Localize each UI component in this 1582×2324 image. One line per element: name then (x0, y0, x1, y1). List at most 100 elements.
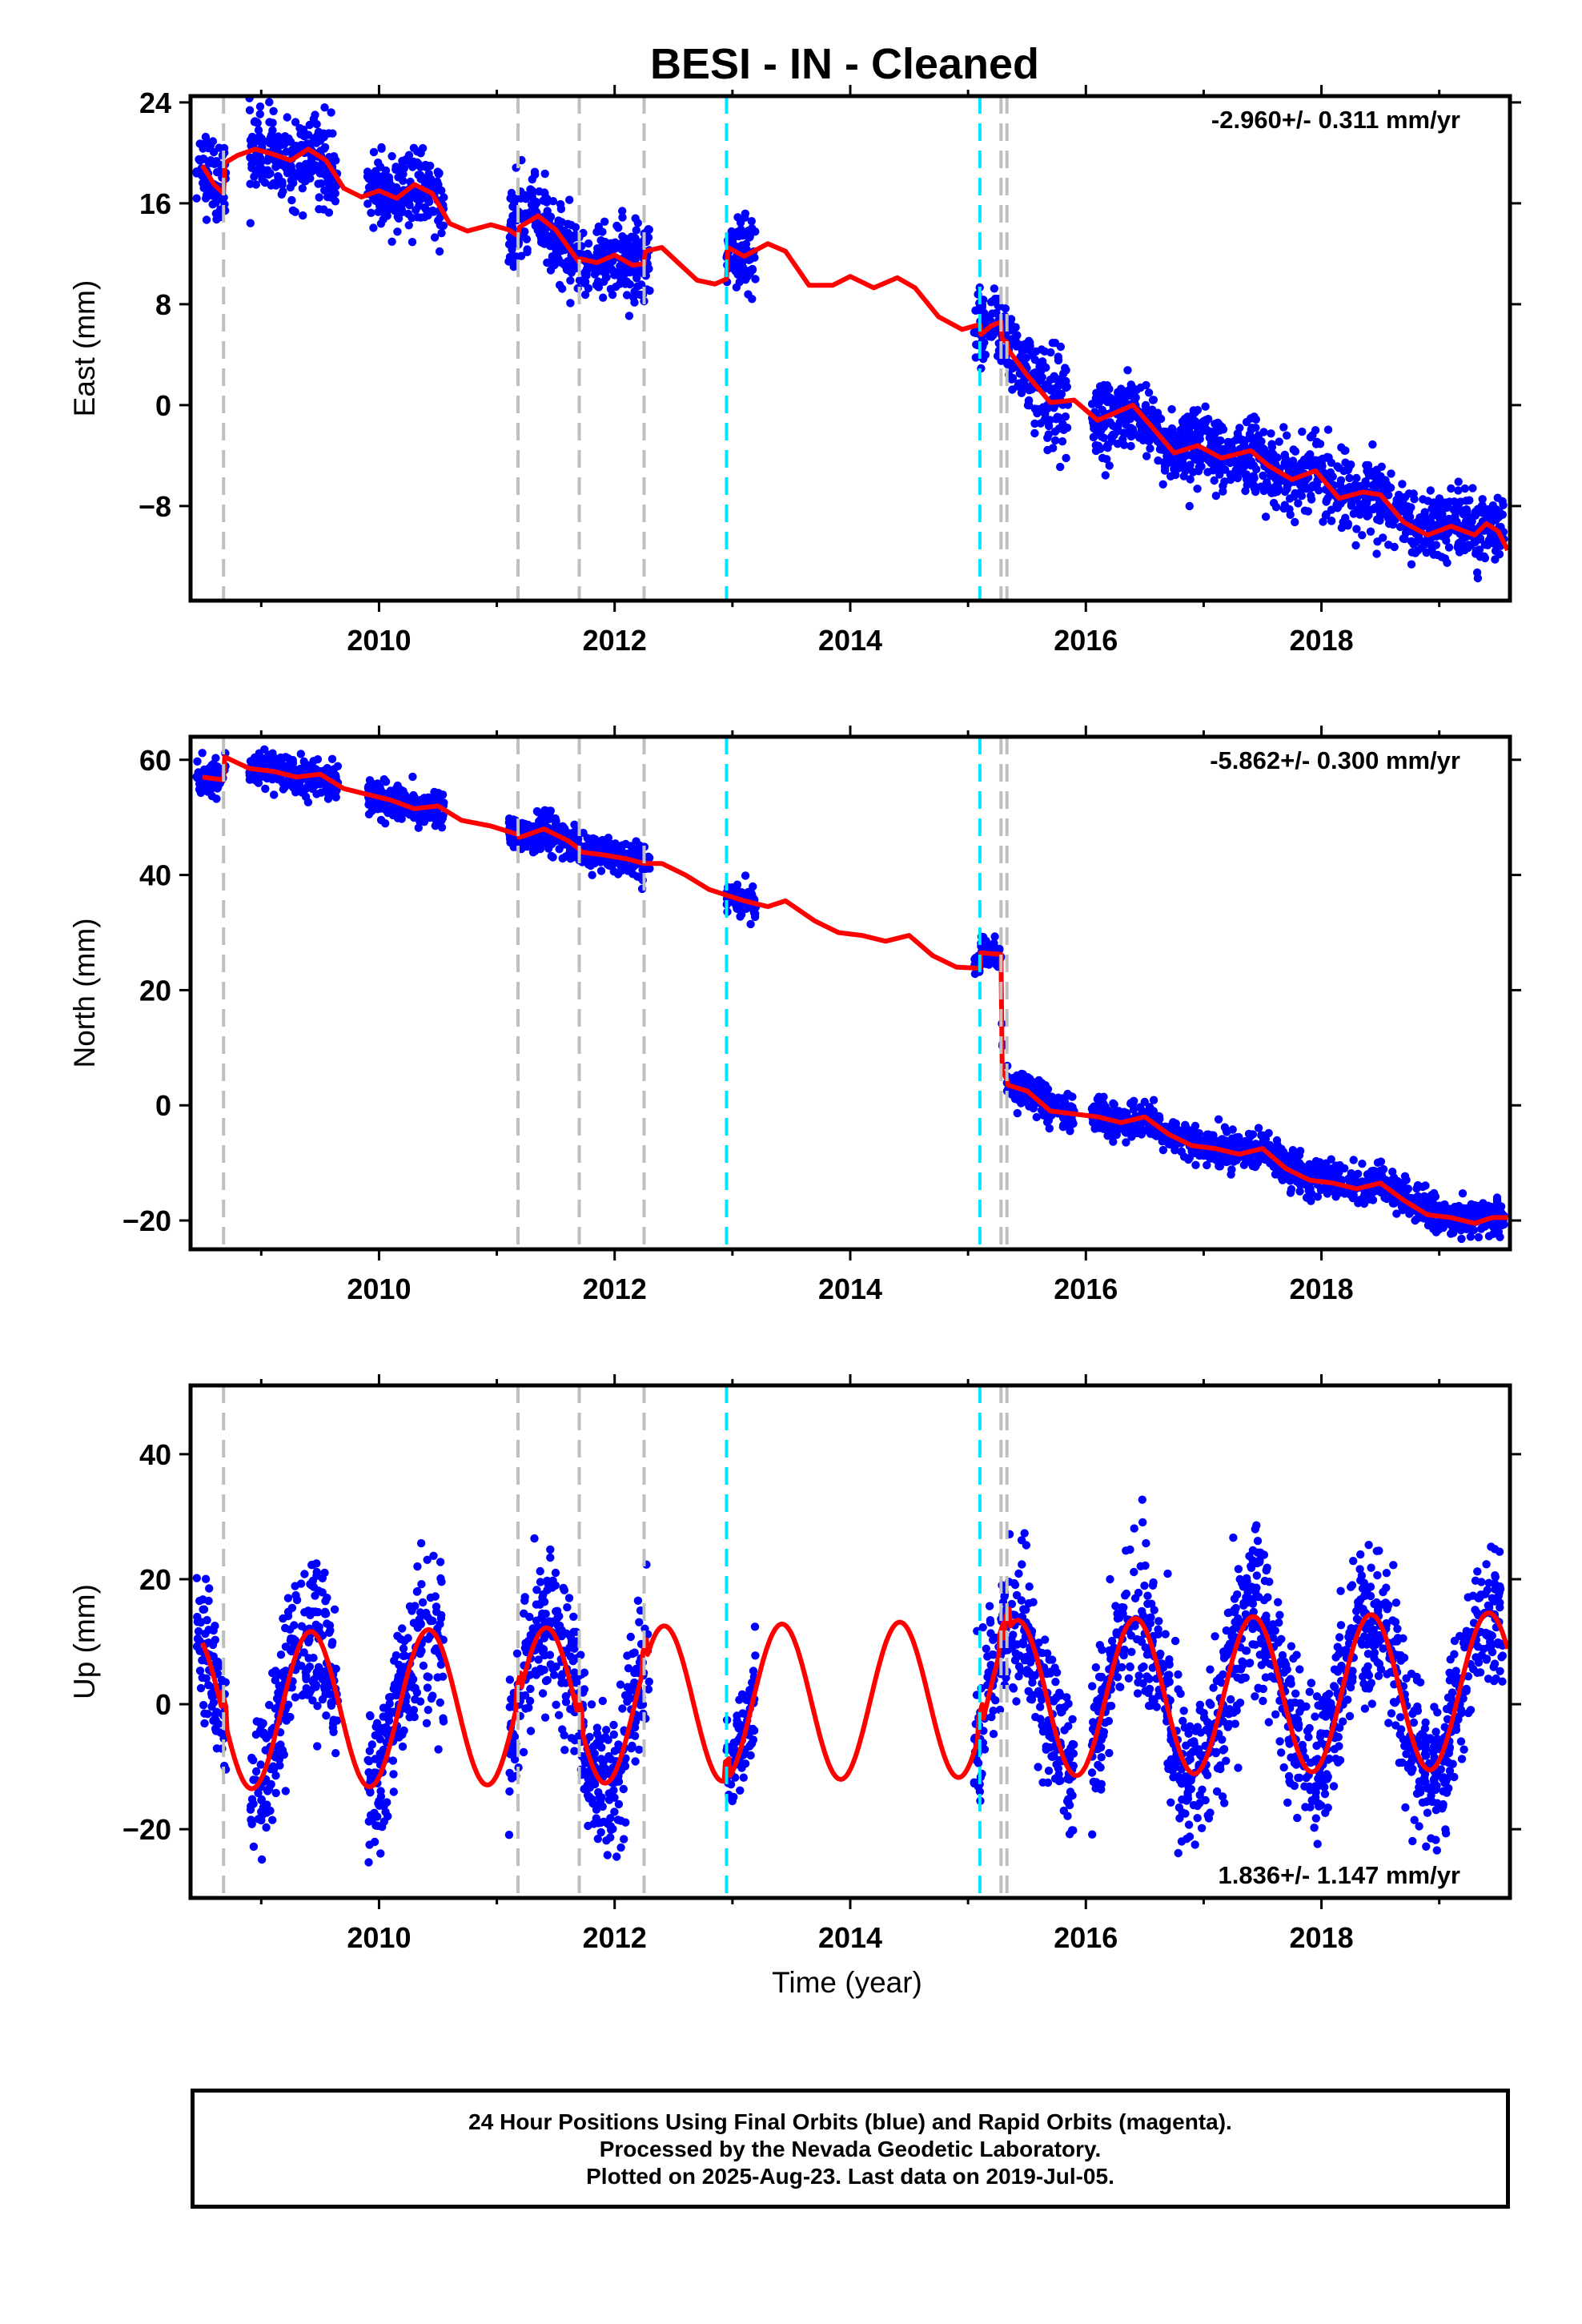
data-point (1061, 412, 1070, 421)
data-point (436, 815, 444, 824)
x-tick-label: 2016 (1054, 1273, 1118, 1305)
data-point (1013, 331, 1022, 340)
data-point (1247, 424, 1257, 432)
data-point (416, 149, 425, 158)
data-point (1089, 432, 1098, 441)
velocity-rate-north: -5.862+/- 0.300 mm/yr (1210, 746, 1460, 774)
data-point (604, 247, 613, 256)
data-point (990, 294, 1000, 304)
data-point (1272, 1136, 1282, 1145)
data-point (1439, 515, 1448, 525)
data-point (741, 871, 750, 880)
data-point (327, 188, 337, 197)
data-point (1335, 1160, 1344, 1170)
data-point (269, 179, 278, 188)
data-point (1210, 476, 1219, 485)
data-point (636, 290, 644, 300)
data-point (372, 177, 381, 186)
data-point (579, 828, 588, 838)
data-point (1248, 1161, 1257, 1171)
data-point (1171, 470, 1180, 480)
data-point (596, 866, 606, 875)
data-point (392, 201, 401, 211)
data-point (1148, 396, 1158, 404)
data-point (383, 211, 391, 220)
data-point (560, 259, 568, 269)
data-point (317, 179, 326, 188)
data-point (251, 156, 259, 165)
data-points-north (192, 745, 1508, 1244)
data-point (1234, 460, 1243, 469)
data-point (1123, 366, 1132, 375)
data-point (1418, 1182, 1427, 1192)
data-point (504, 239, 514, 249)
data-point (363, 199, 372, 208)
x-tick-label: 2018 (1290, 1273, 1354, 1305)
data-point (989, 331, 998, 340)
data-point (1466, 1232, 1476, 1241)
data-point (1030, 404, 1040, 413)
data-point (579, 228, 588, 238)
data-point (200, 1719, 209, 1728)
data-point (420, 203, 429, 212)
data-point (281, 753, 291, 762)
data-point (1251, 487, 1260, 497)
x-tick-label: 2014 (818, 1273, 882, 1305)
data-point (1186, 451, 1195, 460)
data-point (1275, 437, 1283, 446)
data-point (543, 258, 552, 267)
data-point (255, 749, 263, 758)
data-point (548, 197, 558, 206)
data-point (257, 772, 267, 781)
data-point (1359, 1199, 1369, 1208)
data-point (555, 845, 564, 854)
data-point (632, 226, 640, 235)
data-point (564, 829, 573, 838)
data-point (1451, 1220, 1460, 1230)
data-point (1261, 513, 1271, 521)
data-point (1310, 456, 1319, 464)
data-point (608, 840, 616, 849)
data-point (1421, 540, 1431, 549)
data-point (1224, 1157, 1233, 1166)
data-point (1323, 1189, 1332, 1198)
data-point (1283, 1174, 1291, 1184)
data-point (1146, 1127, 1155, 1136)
data-point (198, 749, 207, 758)
data-point (255, 102, 265, 111)
data-point (611, 241, 620, 250)
data-point (1141, 402, 1150, 411)
data-point (559, 823, 568, 832)
data-point (1062, 366, 1070, 375)
data-point (1092, 388, 1101, 397)
data-point (1287, 1158, 1297, 1167)
data-point (195, 1667, 205, 1675)
data-point (509, 259, 519, 267)
data-point (1352, 473, 1361, 483)
data-point (283, 113, 291, 122)
y-tick-label: 40 (139, 859, 171, 892)
data-point (1475, 549, 1484, 557)
data-point (1376, 1166, 1385, 1176)
data-point (1034, 376, 1043, 385)
data-point (1215, 1156, 1224, 1165)
data-point (1187, 1147, 1196, 1156)
data-point (261, 784, 270, 794)
data-point (1404, 507, 1414, 516)
data-point (1099, 391, 1108, 400)
data-point (1494, 1228, 1503, 1237)
data-point (1107, 436, 1117, 445)
data-point (1307, 495, 1316, 504)
data-point (746, 919, 755, 929)
data-point (1169, 1118, 1178, 1127)
data-point (1358, 531, 1367, 540)
data-point (194, 771, 203, 780)
x-tick-label: 2014 (818, 624, 882, 657)
data-point (431, 822, 440, 830)
data-point (528, 843, 537, 852)
data-point (393, 227, 402, 236)
data-point (1351, 541, 1360, 550)
data-point (1164, 432, 1174, 441)
data-point (211, 765, 220, 774)
data-point (1444, 543, 1454, 552)
